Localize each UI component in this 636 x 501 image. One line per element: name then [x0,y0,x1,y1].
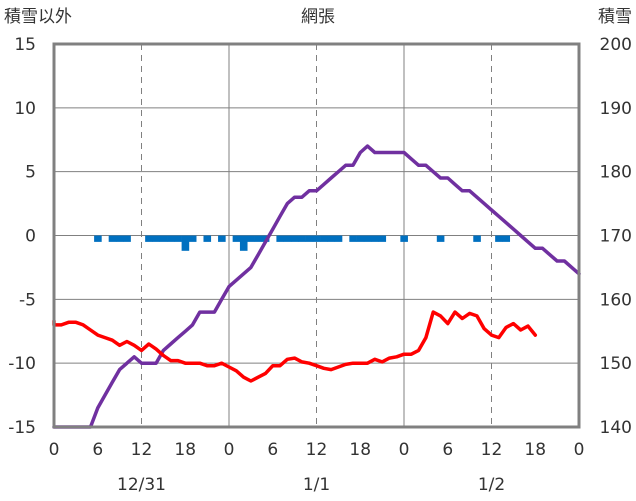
precipitation-bar [239,235,248,251]
plot-frame [52,42,581,429]
precipitation-bar [356,235,365,242]
precipitation-bar [115,235,124,242]
x-hour-tick-label: 0 [49,440,60,460]
x-hour-tick-label: 6 [267,440,278,460]
x-hour-tick-label: 18 [174,440,196,460]
precipitation-bar [247,235,255,242]
left-tick-label: -15 [8,418,36,438]
precipitation-bar [167,235,175,242]
precipitation-bar [305,235,314,242]
left-tick-label: 5 [25,163,36,183]
right-tick-label: 150 [600,354,632,374]
x-date-label: 12/31 [117,475,166,495]
x-hour-tick-label: 0 [224,440,235,460]
precipitation-bar [254,235,263,242]
precipitation-bar [363,235,372,242]
precipitation-bar [378,235,387,242]
precipitation-bar [334,235,343,242]
precipitation-bar [232,235,241,242]
right-tick-label: 140 [600,418,632,438]
precipitation-bar [203,235,212,242]
precipitation-bar [320,235,328,242]
left-axis-title: 積雪以外 [4,7,72,27]
precipitation-bar [312,235,321,242]
x-hour-tick-label: 18 [349,440,371,460]
precipitation-bar [188,235,197,242]
x-hour-tick-label: 6 [442,440,453,460]
precipitation-bar [108,235,117,242]
right-tick-label: 180 [600,163,632,183]
x-date-label: 1/1 [303,475,330,495]
precipitation-bar [123,235,131,242]
precipitation-bar [349,235,357,242]
precipitation-bar [94,235,102,242]
left-tick-label: -10 [8,354,36,374]
x-hour-tick-label: 0 [574,440,585,460]
precipitation-bar [495,235,503,242]
precipitation-bar [174,235,182,242]
precipitation-bar [502,235,511,242]
precipitation-bar [290,235,299,242]
x-hour-tick-label: 6 [92,440,103,460]
precipitation-bar [327,235,336,242]
right-tick-label: 200 [600,35,632,55]
precipitation-bars [94,235,511,251]
precipitation-bar [152,235,161,242]
x-hour-tick-label: 12 [131,440,153,460]
precipitation-bar [181,235,190,251]
precipitation-bar [159,235,168,242]
right-axis-title: 積雪 [598,7,632,27]
right-axis-ticks: 200 190 180 170 160 150 140 [600,35,632,438]
precipitation-bar [283,235,292,242]
x-hour-tick-label: 0 [399,440,410,460]
precipitation-bar [145,235,153,242]
x-axis-date-labels: 12/31 1/1 1/2 [117,475,505,495]
precipitation-bar [400,235,408,242]
right-tick-label: 170 [600,227,632,247]
right-tick-label: 190 [600,99,632,119]
x-hour-tick-label: 12 [306,440,328,460]
left-axis-ticks: 15 10 5 0 -5 -10 -15 [8,35,36,438]
right-tick-label: 160 [600,290,632,310]
x-hour-tick-label: 12 [481,440,503,460]
x-hour-tick-label: 18 [524,440,546,460]
x-axis-hour-ticks: 0 6 12 18 0 6 12 18 0 6 12 18 0 [49,440,585,460]
snow-depth-line [52,144,581,429]
precipitation-bar [473,235,481,242]
left-tick-label: 10 [14,99,36,119]
precipitation-bar [371,235,379,242]
chart-title: 網張 [301,7,335,27]
precipitation-bar [436,235,445,242]
series-lines [52,144,581,429]
precipitation-bar [298,235,306,242]
left-tick-label: -5 [19,290,36,310]
precipitation-bar [218,235,226,242]
left-tick-label: 15 [14,35,36,55]
x-date-label: 1/2 [478,475,505,495]
left-tick-label: 0 [25,227,36,247]
temperature-line [52,310,538,383]
precipitation-bar [276,235,284,242]
